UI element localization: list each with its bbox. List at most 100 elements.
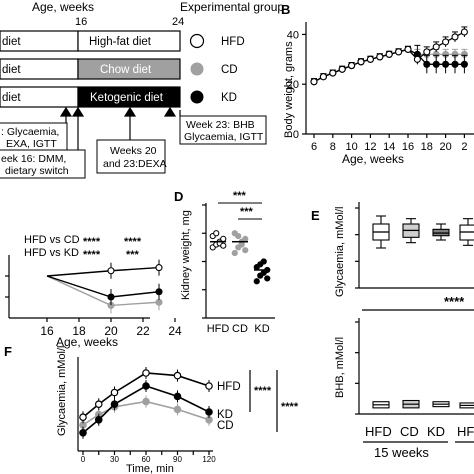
- panel-f-point-hfd: [110, 388, 119, 397]
- diet-bar-label-kd: Ketogenic diet: [90, 92, 164, 104]
- panel-d-label: D: [174, 189, 183, 204]
- panel-f-series-label-kd: KD: [217, 409, 233, 421]
- panel-b-xtick-label: 20: [439, 141, 451, 153]
- panel-f-point-hfd: [79, 413, 87, 422]
- panel-d-point-cd: [231, 249, 238, 257]
- annotation-box-dmm-line2: dietary switch: [5, 165, 69, 177]
- panel-c-xtick-label: 16: [40, 324, 54, 338]
- panel-e-top-y-ticks: [355, 207, 359, 289]
- panel-c-x-ticks: 16 18 20 22 24: [40, 318, 182, 338]
- panel-d-point-hfd: [220, 235, 227, 242]
- panel-e-glycaemia-boxes: [372, 215, 474, 249]
- panel-d-stars-bottom: ***: [240, 206, 254, 218]
- panel-b-point-kd: [442, 60, 450, 68]
- timeline-arrows: [59, 106, 181, 150]
- panel-b-xtick-label: 12: [364, 141, 376, 153]
- panel-f-xtick-label: 120: [202, 455, 216, 464]
- pre-diet-label-1: diet: [2, 36, 21, 48]
- diet-bar-hfd: [77, 30, 181, 52]
- panel-b-ylabel: Body weight, grams: [283, 41, 295, 138]
- panel-f-line-hfd: [82, 372, 210, 418]
- panel-a-group-header: Experimental group: [180, 0, 284, 14]
- panel-a-tick-24: 24: [172, 16, 184, 28]
- panel-b-point-hfd: [357, 58, 365, 66]
- panel-b-point-kd: [423, 60, 431, 68]
- annotation-box-dmm: [0, 149, 86, 179]
- panel-b-xtick-label: 6: [311, 141, 317, 153]
- panel-f-series-label-hfd: HFD: [217, 381, 241, 393]
- panel-f-xtick-label: 0: [81, 455, 86, 464]
- panel-f-xtick-label: 30: [110, 455, 119, 464]
- panel-b-point-hfd: [432, 43, 440, 51]
- panel-c-series: [46, 259, 163, 314]
- panel-d-ylabel: Kidney weight, mg: [180, 210, 192, 300]
- panel-b-point-hfd: [395, 48, 403, 56]
- annotation-box-glycaemia: [0, 122, 68, 152]
- panel-b-point-hfd: [366, 55, 374, 63]
- group-label-cd: CD: [221, 64, 238, 76]
- panel-f-label: F: [4, 344, 12, 359]
- annotation-box-week23-line1: Week 23: BHB: [186, 119, 255, 131]
- annotation-box-dexa-line1: Weeks 20: [110, 145, 157, 157]
- panel-d-point-hfd: [213, 230, 220, 237]
- panel-b-point-hfd: [460, 28, 468, 36]
- panel-d-cat-hfd: HFD: [207, 323, 230, 335]
- annotation-box-glycaemia-line1: : Glycaemia,: [1, 126, 59, 138]
- panel-b-label: B: [281, 2, 290, 17]
- panel-b-xtick-label: 18: [421, 141, 433, 153]
- panel-f-point-kd: [142, 382, 150, 390]
- panel-e-label: E: [311, 208, 320, 223]
- panel-c-point-hfd: [155, 264, 163, 272]
- panel-d-stars-top: ***: [233, 190, 247, 202]
- panel-e-bhb-boxes: [372, 399, 474, 409]
- panel-b-xtick-label: 14: [383, 141, 395, 153]
- panel-b-ytick-label: 0: [293, 129, 299, 141]
- panel-f-point-kd: [79, 428, 87, 437]
- panel-b-xlabel: Age, weeks: [342, 152, 404, 166]
- panel-b-point-hfd: [348, 62, 356, 70]
- panel-b-x-ticks: 6 8 10 12 14 16 18 20 2: [311, 134, 467, 153]
- panel-f-point-kd: [94, 415, 103, 424]
- panel-f-xlabel: Time, min: [126, 463, 174, 474]
- panel-b-point-kd: [460, 60, 468, 68]
- panel-f-xtick-label: 90: [173, 455, 182, 464]
- panel-c-xtick-label: 20: [104, 324, 118, 338]
- panel-c-xlabel: Age, weeks: [56, 335, 118, 349]
- panel-c-point-hfd: [107, 267, 115, 275]
- panel-e-ylabel-bottom: BHB, mMol/l: [334, 337, 346, 398]
- panel-b-point-hfd: [413, 55, 421, 63]
- panel-b-xtick-label: 2: [461, 141, 467, 153]
- panel-e-cat-hf: HF: [457, 424, 474, 439]
- annotation-box-dexa: [96, 139, 166, 174]
- panel-d-cat-kd: KD: [254, 323, 269, 335]
- panel-b-point-hfd: [319, 73, 327, 81]
- panel-f-stars-2: ****: [281, 401, 299, 413]
- panel-b-ytick-label: 40: [287, 29, 299, 41]
- panel-b-point-hfd: [442, 38, 450, 46]
- panel-b-xtick-label: 10: [345, 141, 357, 153]
- diet-bar-kd: [77, 86, 181, 108]
- panel-e-ylabel-top: Glycaemia, mMol/l: [334, 207, 346, 297]
- diet-bar-cd: [77, 58, 181, 80]
- panel-f-point-hfd: [142, 369, 150, 377]
- panel-b-point-hfd: [310, 78, 318, 86]
- pre-diet-label-2: diet: [2, 64, 21, 76]
- panel-b-point-hfd: [404, 45, 412, 53]
- panel-c-line-cd: [46, 275, 160, 307]
- panel-d: D Kidney weight, mg *** *** HFD CD KD: [174, 189, 275, 335]
- panel-b-point-hfd: [329, 69, 337, 77]
- group-marker-cd: [190, 62, 204, 76]
- panel-f-point-hfd: [205, 382, 213, 390]
- panel-d-y-ticks: [202, 204, 206, 319]
- panel-f-point-cd: [173, 405, 182, 414]
- group-label-kd: KD: [221, 92, 237, 104]
- panel-c-xtick-label: 18: [72, 324, 86, 338]
- panel-b-ytick-label: 20: [287, 79, 299, 91]
- panel-e-stars: ****: [444, 294, 465, 309]
- panel-f-xtick-label: 60: [142, 455, 151, 464]
- panel-c-line-hfd: [46, 266, 160, 277]
- annotation-box-glycaemia-line2: EXA, IGTT: [6, 138, 57, 150]
- panel-c-xtick-label: 22: [136, 324, 150, 338]
- panel-b-y-ticks: 0 20 40: [287, 29, 306, 141]
